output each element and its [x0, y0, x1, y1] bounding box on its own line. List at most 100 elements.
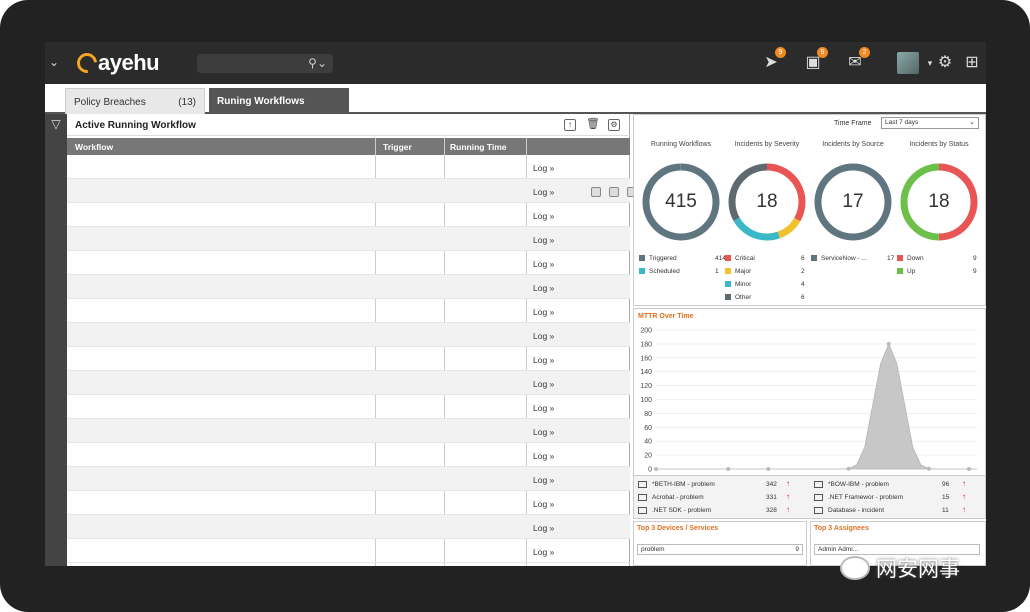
trash-icon[interactable]: 🗑: [586, 118, 600, 130]
caret-down-icon[interactable]: ▾: [927, 58, 933, 68]
log-link[interactable]: Log »: [533, 403, 555, 413]
chevron-down-icon: ⌄: [969, 119, 975, 126]
arrow-up-icon: ↑: [962, 505, 966, 514]
area-series: [656, 342, 977, 470]
column-header[interactable]: Workflow: [75, 142, 114, 152]
legend-swatch: [639, 268, 645, 275]
table-row[interactable]: Running time is more than– Time field HH…: [67, 323, 630, 347]
legend-item: Critical 6: [725, 255, 809, 262]
time-frame-select[interactable]: Last 7 days ⌄: [881, 117, 979, 129]
table-row[interactable]: Running time is more than– Time field HH…: [67, 515, 630, 539]
legend-value: 9: [973, 268, 977, 275]
monitor-icon: [814, 481, 823, 488]
column-header[interactable]: Running Time: [450, 142, 507, 152]
log-link[interactable]: Log »: [533, 283, 555, 293]
table-row[interactable]: Workflow Name - AutoComplete Text.✧Trigg…: [67, 155, 630, 179]
legend-swatch: [811, 255, 817, 262]
data-point[interactable]: [886, 341, 891, 346]
list-item[interactable]: .NET SDK - problem 328 ↑: [638, 505, 803, 514]
log-link[interactable]: Log »: [533, 307, 555, 317]
table-row[interactable]: Trigger Type - Multiple selection list.▦…: [67, 275, 630, 299]
watermark-text: 网安网事: [876, 557, 960, 581]
export-icon[interactable]: ↑: [564, 119, 576, 131]
list-item[interactable]: Admin Admi...: [814, 544, 980, 555]
legend-item: Major 2: [725, 268, 809, 275]
column-header[interactable]: Trigger: [383, 142, 412, 152]
time-frame-value: Last 7 days: [885, 119, 919, 126]
log-link[interactable]: Log »: [533, 499, 555, 509]
arrow-up-icon: ↑: [786, 505, 790, 514]
filter-icon[interactable]: ▽: [51, 117, 61, 131]
data-point[interactable]: [966, 467, 971, 471]
tab-label: Runing Workflows: [217, 96, 305, 107]
ring-chart[interactable]: 18: [727, 162, 807, 242]
legend-label: Critical: [735, 255, 755, 262]
arrow-up-icon: ↑: [786, 492, 790, 501]
ring-chart[interactable]: 415: [641, 162, 721, 242]
log-link[interactable]: Log »: [533, 259, 555, 269]
chevron-down-icon[interactable]: ⌄: [49, 55, 60, 69]
table-row[interactable]: Running time is more than– Time field HH…: [67, 419, 630, 443]
list-item[interactable]: Acrobat - problem 331 ↑: [638, 492, 803, 501]
mail-icon[interactable]: ✉ 2: [844, 47, 870, 74]
gear-icon[interactable]: ⚙: [937, 54, 953, 71]
view-icon[interactable]: [591, 187, 601, 197]
list-item[interactable]: *BOW-IBM - problem 96 ↑: [814, 479, 979, 488]
filter-sidebar: ▽: [45, 114, 67, 566]
logo-mark-icon: [72, 48, 102, 78]
log-link[interactable]: Log »: [533, 187, 555, 197]
tab-running-workflows[interactable]: Runing Workflows: [209, 88, 349, 114]
search-icon[interactable]: ⚲⌄: [308, 56, 327, 70]
log-link[interactable]: Log »: [533, 475, 555, 485]
devices-problem-list: *BETH-IBM - problem 342 ↑ *BOW-IBM - proble…: [633, 475, 986, 519]
table-row[interactable]: Workflow Name - AutoComplete Text.✋Self …: [67, 539, 630, 563]
table-row[interactable]: Trigger Type - Multiple selection list.i…: [67, 179, 637, 203]
log-link[interactable]: Log »: [533, 451, 555, 461]
column-divider: [444, 138, 445, 566]
list-item[interactable]: problem 9: [637, 544, 803, 555]
panel-header: Active Running Workflow ↑ 🗑 ⚙: [67, 114, 630, 136]
log-link[interactable]: Log »: [533, 523, 555, 533]
log-link[interactable]: Log »: [533, 211, 555, 221]
table-row[interactable]: Trigger Name - AutoComplete Text. Will r…: [67, 395, 630, 419]
device-count: 11: [942, 507, 949, 514]
data-point[interactable]: [654, 467, 658, 471]
edit-icon[interactable]: [609, 187, 619, 197]
avatar[interactable]: [897, 52, 919, 74]
data-point[interactable]: [726, 467, 731, 471]
data-point[interactable]: [766, 467, 771, 471]
log-link[interactable]: Log »: [533, 427, 555, 437]
log-link[interactable]: Log »: [533, 379, 555, 389]
ring-chart[interactable]: 18: [899, 162, 979, 242]
table-row[interactable]: Workflow Name - AutoComplete Text.✋Self …: [67, 347, 630, 371]
crop-icon[interactable]: ▣ 5: [802, 47, 828, 74]
data-point[interactable]: [846, 466, 851, 471]
table-row[interactable]: Trigger Type - Multiple selection list.▦…: [67, 371, 630, 395]
legend-item: Triggered 414: [639, 255, 726, 262]
ring-chart[interactable]: 17: [813, 162, 893, 242]
table-row[interactable]: Workflow Name - AutoComplete Text.✧Trigg…: [67, 251, 630, 275]
log-link[interactable]: Log »: [533, 355, 555, 365]
table-row[interactable]: Trigger Name - AutoComplete Text. Will r…: [67, 491, 630, 515]
logo: ayehu: [72, 48, 160, 78]
search-input[interactable]: ⚲⌄: [197, 54, 333, 73]
log-link[interactable]: Log »: [533, 547, 555, 557]
list-item[interactable]: .NET Framewor - problem 15 ↑: [814, 492, 979, 501]
table-row[interactable]: Running time is more than– Time field HH…: [67, 227, 630, 251]
log-link[interactable]: Log »: [533, 331, 555, 341]
data-point[interactable]: [926, 466, 931, 471]
log-link[interactable]: Log »: [533, 163, 555, 173]
settings-icon[interactable]: ⚙: [608, 119, 620, 131]
rocket-icon[interactable]: ➤ 9: [760, 47, 786, 74]
table-row[interactable]: Workflow Name - AutoComplete Text.✋Self …: [67, 443, 630, 467]
legend-swatch: [725, 294, 731, 301]
ring-total: 415: [665, 191, 697, 212]
list-item[interactable]: *BETH-IBM - problem 342 ↑: [638, 479, 803, 488]
grid-layout-icon[interactable]: ⊞: [965, 54, 979, 71]
tab-policy-breaches[interactable]: Policy Breaches (13): [65, 88, 205, 114]
table-row[interactable]: Trigger Name - AutoComplete Text. Will r…: [67, 299, 630, 323]
list-item[interactable]: Database - incident 11 ↑: [814, 505, 979, 514]
table-row[interactable]: Trigger Type - Multiple selection list.✧…: [67, 467, 630, 491]
log-link[interactable]: Log »: [533, 235, 555, 245]
table-row[interactable]: Trigger Name - AutoComplete Text. Will r…: [67, 203, 630, 227]
